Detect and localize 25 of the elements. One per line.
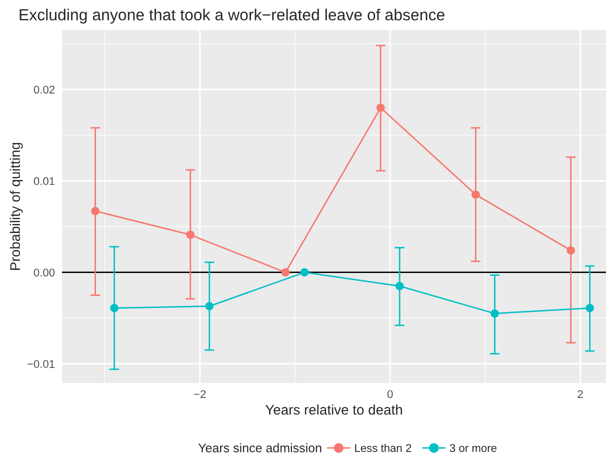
point (91, 206, 100, 216)
x-tick-label: 0 (387, 390, 393, 398)
legend-label: 3 or more (450, 444, 496, 452)
point (566, 246, 575, 255)
x-tick-label: −2 (194, 390, 206, 398)
point (472, 190, 480, 199)
x-axis-title: Years relative to death (265, 404, 402, 415)
point (186, 230, 195, 240)
point (586, 304, 594, 312)
y-tick-label: 0.00 (34, 268, 55, 276)
point (395, 282, 404, 290)
legend-label: Less than 2 (355, 444, 412, 452)
chart-title: Excluding anyone that took a work−related leave of absence (20, 8, 444, 24)
y-tick-label: −0.01 (27, 360, 55, 368)
y-tick-label: 0.01 (34, 177, 55, 186)
y-axis-title: Probability of quitting (10, 142, 23, 270)
point (281, 268, 290, 277)
legend-title: Years since admission (198, 443, 322, 452)
point (300, 268, 309, 277)
point (376, 104, 385, 112)
y-tick-label: 0.02 (34, 86, 54, 94)
x-tick-label: 2 (578, 390, 583, 398)
point (110, 304, 118, 312)
point (490, 309, 499, 318)
point (205, 302, 214, 310)
